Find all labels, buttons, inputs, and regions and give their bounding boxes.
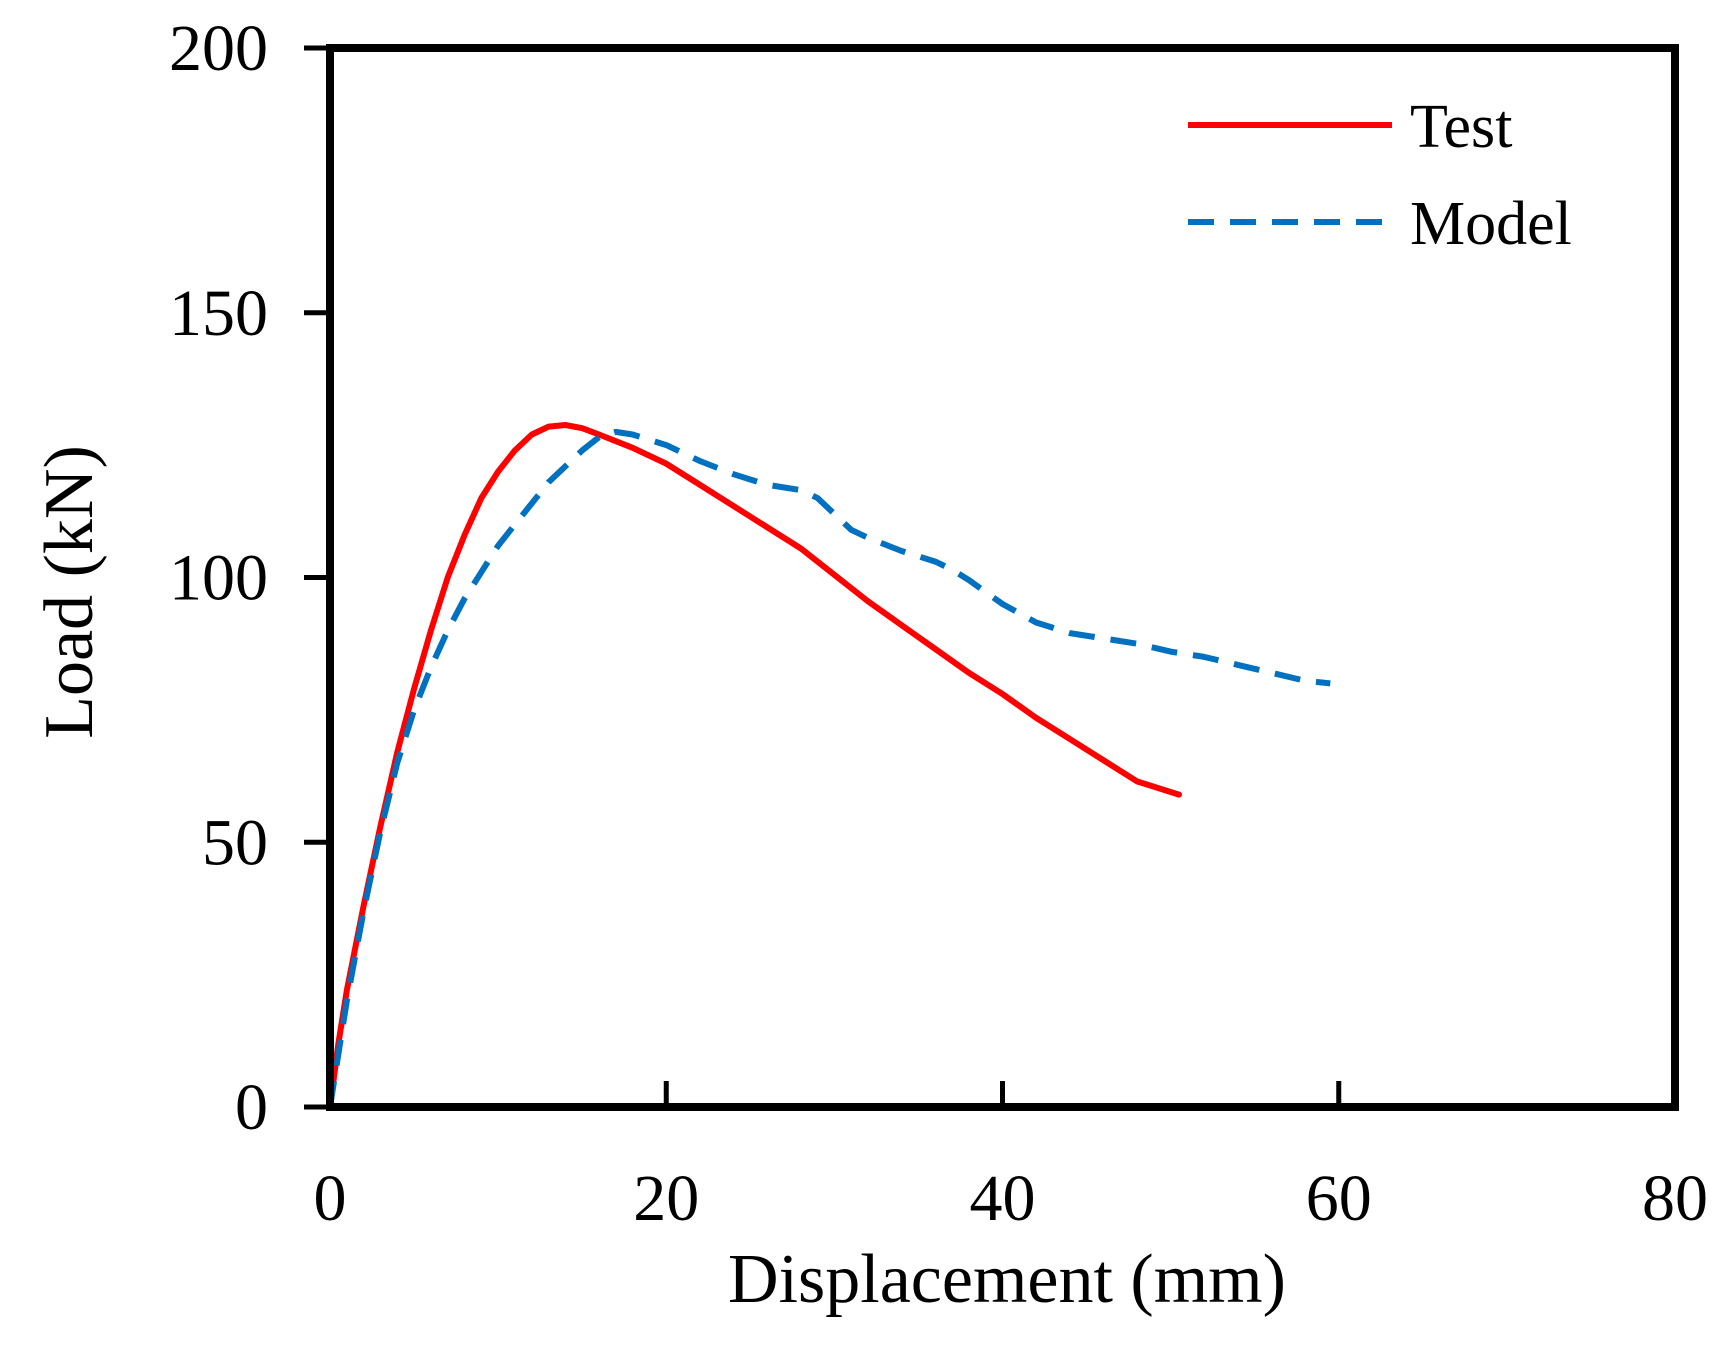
y-tick-label-200: 200 — [169, 12, 268, 85]
legend-label-test: Test — [1410, 93, 1512, 161]
x-tick-label-0: 0 — [314, 1162, 347, 1235]
y-axis-ticks: 0 50 100 150 200 — [169, 12, 330, 1144]
x-tick-label-20: 20 — [633, 1162, 699, 1235]
x-axis-title: Displacement (mm) — [728, 1241, 1286, 1318]
x-axis-ticks: 0 20 40 60 80 — [314, 1081, 1708, 1235]
x-tick-label-40: 40 — [970, 1162, 1036, 1235]
y-tick-label-100: 100 — [169, 542, 268, 615]
series-lines — [327, 422, 1331, 1110]
x-tick-label-60: 60 — [1306, 1162, 1372, 1235]
plot-frame — [326, 44, 1679, 1111]
y-tick-label-50: 50 — [202, 806, 268, 879]
x-tick-label-80: 80 — [1642, 1162, 1708, 1235]
series-line-test — [327, 422, 1182, 1110]
y-tick-label-150: 150 — [169, 277, 268, 350]
legend-label-model: Model — [1410, 190, 1572, 258]
y-tick-label-0: 0 — [235, 1071, 268, 1144]
y-axis-title: Load (kN) — [31, 445, 108, 739]
legend: Test Model — [1188, 93, 1572, 258]
series-line-model — [327, 428, 1331, 1108]
